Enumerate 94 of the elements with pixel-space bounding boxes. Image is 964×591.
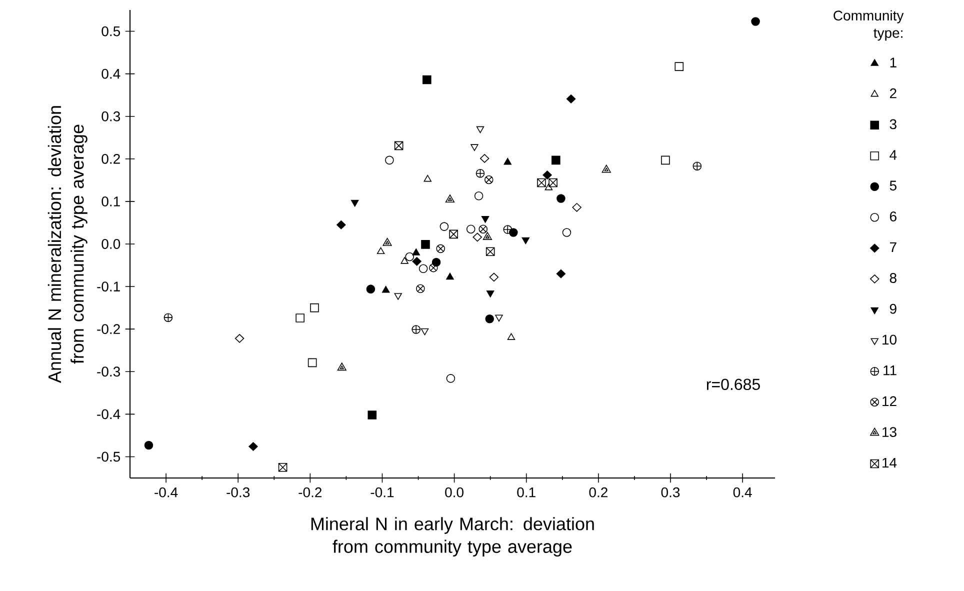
y-tick-label: 0.1 <box>102 196 120 206</box>
legend-label: 2 <box>890 88 896 98</box>
point <box>248 442 258 451</box>
point <box>421 240 430 249</box>
point <box>504 158 512 165</box>
x-tick-label: 0.1 <box>517 487 536 498</box>
x-tick-label: -0.4 <box>154 487 178 498</box>
point <box>310 303 319 312</box>
point <box>336 220 346 230</box>
point <box>382 238 392 246</box>
legend-label: 3 <box>890 119 896 130</box>
legend-label: 10 <box>882 334 897 345</box>
point <box>412 257 422 266</box>
point <box>424 174 432 182</box>
point <box>484 175 494 184</box>
y-tick-label: 0.3 <box>102 111 120 122</box>
legend-label: 6 <box>890 211 896 222</box>
point <box>446 272 454 280</box>
point <box>542 170 552 180</box>
point <box>692 162 702 171</box>
point <box>566 94 576 104</box>
point <box>416 284 425 294</box>
point <box>394 141 404 150</box>
point <box>537 178 546 188</box>
point <box>476 168 485 178</box>
legend-label: 9 <box>890 304 896 314</box>
point <box>350 200 359 207</box>
y-tick-label: 0.2 <box>102 154 120 164</box>
point <box>476 126 484 134</box>
legend-label: 12 <box>882 396 896 406</box>
x-tick-label: -0.3 <box>226 487 250 498</box>
point <box>449 230 458 239</box>
point <box>412 248 420 256</box>
point <box>661 156 670 165</box>
point <box>394 293 402 300</box>
point <box>486 247 495 256</box>
y-tick-label: -0.3 <box>97 366 120 377</box>
x-tick-label: 0.3 <box>661 487 680 498</box>
legend-label: 1 <box>890 58 896 68</box>
y-tick-label: -0.4 <box>97 409 120 420</box>
y-tick-label: -0.5 <box>97 452 120 462</box>
legend-label: 7 <box>890 242 896 252</box>
point <box>548 178 558 188</box>
y-tick-label: 0.5 <box>102 26 120 36</box>
point <box>164 313 173 322</box>
point <box>376 247 385 254</box>
point <box>544 183 553 190</box>
point <box>556 194 566 203</box>
point <box>382 286 390 293</box>
point <box>556 269 566 278</box>
point <box>751 17 760 26</box>
point <box>429 263 438 272</box>
y-tick-label: 0.4 <box>102 68 120 79</box>
point <box>400 257 408 264</box>
point <box>485 314 494 324</box>
point <box>470 144 478 151</box>
x-tick-label: 0.2 <box>589 487 608 498</box>
x-tick-label: -0.2 <box>298 487 322 498</box>
point <box>481 216 490 223</box>
point <box>278 462 288 472</box>
point <box>503 225 512 234</box>
y-tick-label: -0.2 <box>97 324 120 334</box>
y-tick-label: -0.1 <box>97 282 120 292</box>
legend-title: Community type: <box>834 10 904 41</box>
point <box>674 62 684 71</box>
legend-label: 4 <box>890 150 897 160</box>
x-tick-label: 0.4 <box>733 487 752 498</box>
point <box>412 325 421 334</box>
legend-label: 13 <box>882 427 896 438</box>
point <box>495 314 503 322</box>
legend-label: 11 <box>884 366 896 376</box>
y-tick-label: 0.0 <box>102 239 120 249</box>
x-axis-title: Mineral N in early March: deviation from community type average <box>311 517 594 557</box>
legend-label: 14 <box>882 458 897 468</box>
point <box>507 333 516 340</box>
y-axis-title: Annual N mineralization: deviation from community type average <box>48 106 88 384</box>
point <box>436 244 446 254</box>
point <box>420 328 429 336</box>
x-tick-label: 0.0 <box>445 487 464 498</box>
legend-label: 5 <box>890 180 896 191</box>
point <box>445 194 455 203</box>
point <box>366 284 376 294</box>
point <box>552 156 560 165</box>
annotation: r=0.685 <box>706 378 760 390</box>
point <box>368 410 377 420</box>
point <box>486 290 494 298</box>
legend-label: 8 <box>890 273 896 283</box>
point <box>522 237 530 244</box>
x-tick-label: -0.1 <box>370 487 394 498</box>
point <box>422 75 432 84</box>
point <box>337 362 346 371</box>
point <box>308 358 317 368</box>
point <box>144 440 154 450</box>
point <box>602 164 611 173</box>
